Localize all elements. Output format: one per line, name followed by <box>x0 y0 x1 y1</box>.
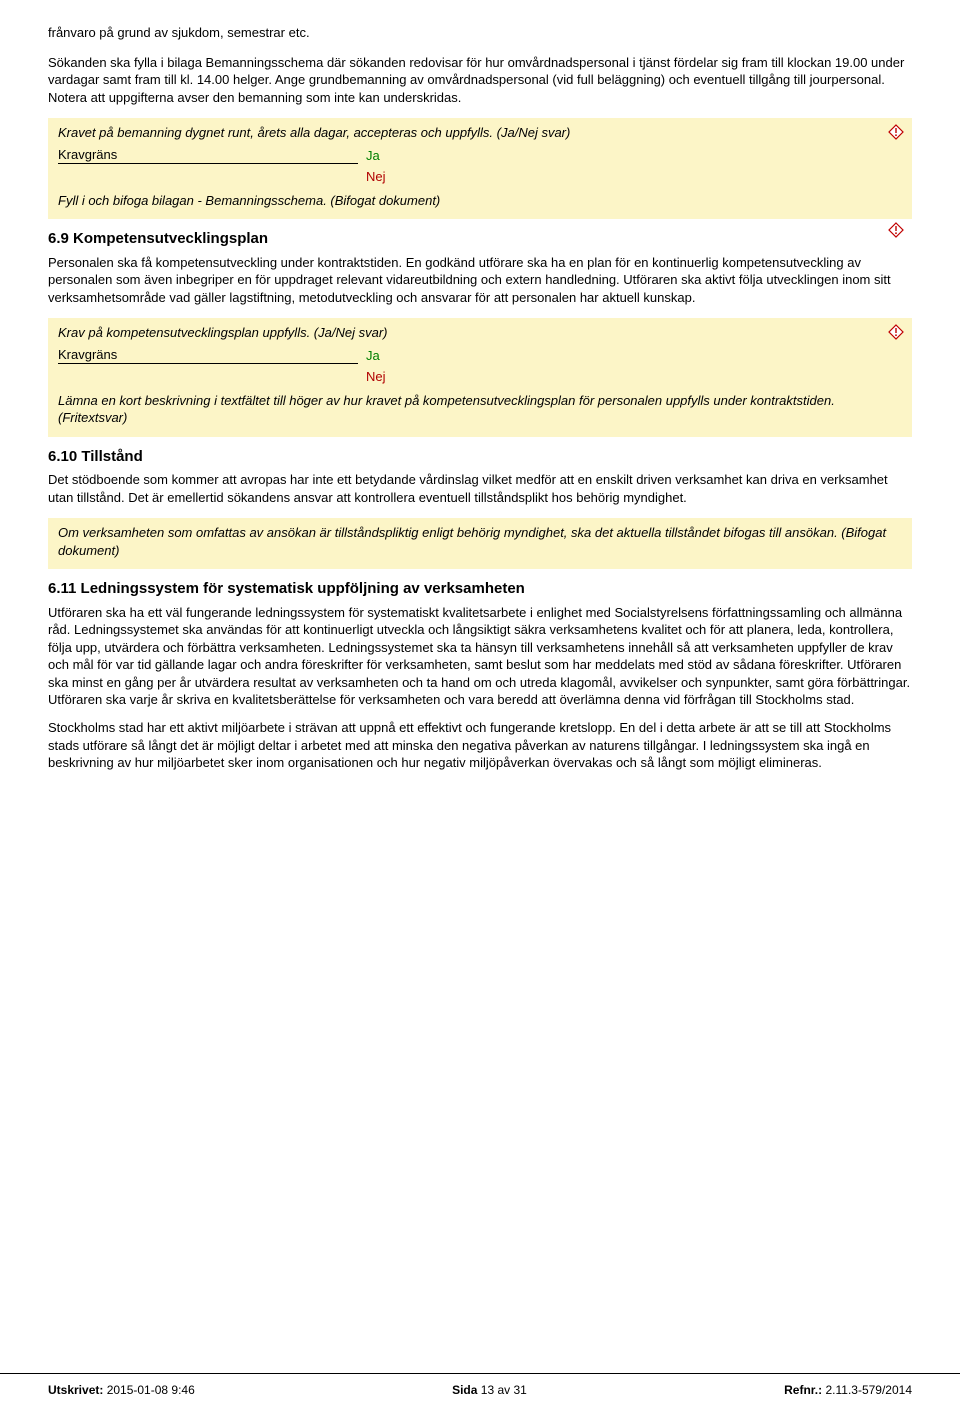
body-6-11-a: Utföraren ska ha ett väl fungerande ledn… <box>48 604 912 709</box>
requirement-box-tillstand: Om verksamheten som omfattas av ansökan … <box>48 518 912 569</box>
requirement-prompt: Om verksamheten som omfattas av ansökan … <box>58 524 902 559</box>
answer-yes: Ja <box>366 347 380 365</box>
requirement-prompt: Krav på kompetensutvecklingsplan uppfyll… <box>58 324 902 342</box>
body-6-9: Personalen ska få kompetensutveckling un… <box>48 254 912 307</box>
footer-sida: Sida 13 av 31 <box>452 1382 527 1398</box>
kravgrans-label: Kravgräns <box>58 346 358 365</box>
answer-yes: Ja <box>366 147 380 165</box>
answer-no: Nej <box>58 368 902 386</box>
warning-icon <box>888 222 904 243</box>
footer-refnr: Refnr.: 2.11.3-579/2014 <box>784 1382 912 1398</box>
intro-line: frånvaro på grund av sjukdom, semestrar … <box>48 24 912 42</box>
warning-icon <box>888 324 904 345</box>
warning-icon <box>888 124 904 145</box>
page-footer: Utskrivet: 2015-01-08 9:46 Sida 13 av 31… <box>0 1373 960 1414</box>
requirement-box-bemanning: Kravet på bemanning dygnet runt, årets a… <box>48 118 912 219</box>
footer-utskrivet: Utskrivet: 2015-01-08 9:46 <box>48 1382 195 1398</box>
heading-6-10: 6.10 Tillstånd <box>48 447 912 467</box>
kravgrans-label: Kravgräns <box>58 146 358 165</box>
heading-6-11: 6.11 Ledningssystem för systematisk uppf… <box>48 579 912 599</box>
requirement-prompt: Kravet på bemanning dygnet runt, årets a… <box>58 124 902 142</box>
answer-no: Nej <box>58 168 902 186</box>
requirement-box-kompetens: Krav på kompetensutvecklingsplan uppfyll… <box>48 318 912 437</box>
intro-paragraph: Sökanden ska fylla i bilaga Bemanningssc… <box>48 54 912 107</box>
requirement-prompt: Lämna en kort beskrivning i textfältet t… <box>58 392 902 427</box>
requirement-prompt: Fyll i och bifoga bilagan - Bemanningssc… <box>58 192 902 210</box>
body-6-10: Det stödboende som kommer att avropas ha… <box>48 471 912 506</box>
heading-6-9: 6.9 Kompetensutvecklingsplan <box>48 229 912 249</box>
body-6-11-b: Stockholms stad har ett aktivt miljöarbe… <box>48 719 912 772</box>
